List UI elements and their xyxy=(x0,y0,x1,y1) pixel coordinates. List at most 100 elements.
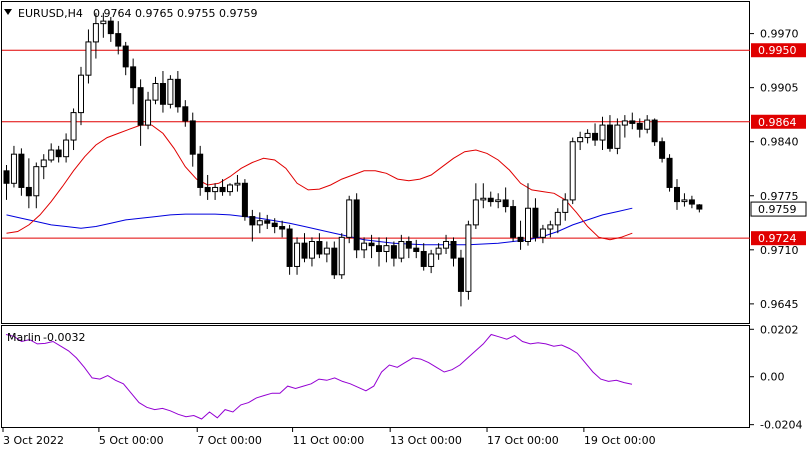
candle-body xyxy=(435,247,442,255)
candle-body xyxy=(137,87,144,126)
candle-body xyxy=(554,211,561,226)
candle-body xyxy=(167,78,174,105)
candle xyxy=(599,116,606,151)
indicator-frame xyxy=(1,325,750,428)
candle-body xyxy=(212,186,219,193)
candle-body xyxy=(517,236,524,243)
price-tick-label: 0.9970 xyxy=(760,28,799,41)
candle xyxy=(152,76,159,105)
candle xyxy=(130,58,137,105)
price-tick-label: 0.9775 xyxy=(760,190,799,203)
candle-body xyxy=(688,199,695,205)
level-price-tag-text: 0.9864 xyxy=(758,116,797,129)
time-tick-label: 19 Oct 00:00 xyxy=(584,434,656,447)
level-price-tag xyxy=(751,231,806,246)
time-tick-label: 17 Oct 00:00 xyxy=(487,434,559,447)
candle-body xyxy=(85,41,92,76)
symbol-timeframe: EURUSD,H4 xyxy=(18,7,83,20)
candle-body xyxy=(189,120,196,155)
candle-body xyxy=(115,33,122,47)
candle xyxy=(547,220,554,238)
candle xyxy=(420,243,427,271)
candle xyxy=(681,193,688,207)
candle xyxy=(10,145,17,188)
candle xyxy=(346,195,353,244)
candle xyxy=(286,224,293,275)
candle-body xyxy=(606,124,613,149)
time-tick-label: 3 Oct 2022 xyxy=(3,434,64,447)
candle xyxy=(517,220,524,250)
candle-body xyxy=(308,241,315,259)
candle-body xyxy=(197,153,204,188)
candle-body xyxy=(614,124,621,149)
ohlc-values: 0.9764 0.9765 0.9755 0.9759 xyxy=(93,7,257,20)
candle xyxy=(405,236,412,259)
time-tick-label: 5 Oct 00:00 xyxy=(99,434,164,447)
candle-body xyxy=(361,242,368,251)
candle-body xyxy=(413,247,420,252)
candle-body xyxy=(122,45,129,68)
oscillator-tick-label: 0.00 xyxy=(760,371,785,384)
candle xyxy=(495,193,502,209)
candle-body xyxy=(569,141,576,201)
candle xyxy=(145,91,152,130)
candle xyxy=(55,145,62,163)
candle xyxy=(614,118,621,155)
candle-body xyxy=(577,137,584,143)
price-tick-label: 0.9905 xyxy=(760,82,799,95)
candle xyxy=(115,21,122,55)
candle-body xyxy=(599,124,606,141)
candle-body xyxy=(55,149,62,158)
candle xyxy=(174,71,181,113)
current-price-tag-text: 0.9759 xyxy=(758,203,797,216)
candle xyxy=(353,193,360,259)
candle-body xyxy=(480,197,487,201)
candle-body xyxy=(63,139,70,158)
candle-body xyxy=(376,245,382,252)
oscillator-tick-label: -0.0204 xyxy=(760,419,802,432)
candle-body xyxy=(420,250,427,267)
current-price-tag xyxy=(750,201,807,217)
price-tick-label: 0.9645 xyxy=(760,298,799,311)
candle-body xyxy=(502,199,509,208)
candle xyxy=(256,212,263,234)
candle-body xyxy=(539,228,546,238)
candle xyxy=(234,174,241,192)
candle-body xyxy=(346,199,353,238)
time-tick-label: 11 Oct 00:00 xyxy=(293,434,365,447)
candle xyxy=(465,220,472,300)
candle-body xyxy=(271,222,278,228)
oscillator-tick-label: 0.0202 xyxy=(760,323,799,336)
price-tags: 0.9950 0.9864 0.9724 0.9759 xyxy=(750,43,807,246)
candle-body xyxy=(525,207,531,243)
candle xyxy=(659,137,666,163)
candle xyxy=(592,123,599,146)
candle xyxy=(383,237,390,263)
candle xyxy=(696,204,703,213)
candle-body xyxy=(353,199,360,251)
candle xyxy=(510,199,517,242)
candle xyxy=(331,241,338,279)
candle-body xyxy=(182,106,189,122)
triangle-down-icon[interactable] xyxy=(4,9,12,15)
candle-body xyxy=(547,224,554,230)
candle xyxy=(159,71,166,113)
candle-body xyxy=(234,182,241,186)
chart-header[interactable]: EURUSD,H4 0.9764 0.9765 0.9755 0.9759 xyxy=(4,7,257,20)
candle-body xyxy=(18,153,25,188)
candle xyxy=(189,112,196,167)
candle xyxy=(525,183,531,246)
candle xyxy=(204,174,211,200)
candle xyxy=(569,137,576,205)
candle-body xyxy=(107,20,114,35)
level-price-tag-text: 0.9950 xyxy=(758,44,797,57)
candle xyxy=(457,249,464,307)
candle-body xyxy=(323,247,330,255)
candle-body xyxy=(390,245,397,259)
candle xyxy=(182,100,189,127)
candle xyxy=(3,164,10,200)
candle xyxy=(85,29,92,84)
candle-body xyxy=(70,112,77,141)
candle xyxy=(651,118,658,146)
